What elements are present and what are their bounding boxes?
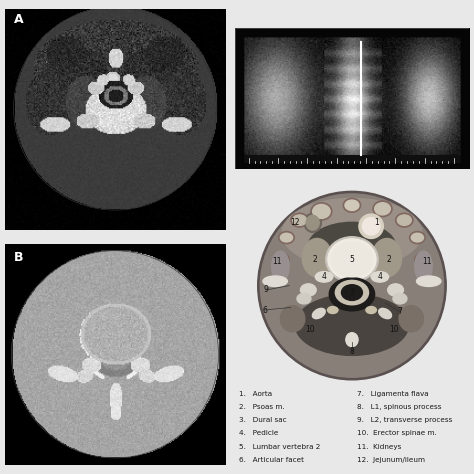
Text: 1: 1 xyxy=(374,218,379,227)
Ellipse shape xyxy=(343,198,361,212)
Text: 11.  Kidneys: 11. Kidneys xyxy=(356,444,401,449)
Text: 2: 2 xyxy=(386,255,391,264)
Text: B: B xyxy=(14,251,23,264)
Ellipse shape xyxy=(417,276,441,286)
Ellipse shape xyxy=(341,285,363,301)
Ellipse shape xyxy=(379,309,392,319)
Text: 4.   Pedicle: 4. Pedicle xyxy=(239,430,279,437)
Ellipse shape xyxy=(397,215,411,225)
Text: 6.   Articular facet: 6. Articular facet xyxy=(239,457,304,463)
Ellipse shape xyxy=(308,222,396,270)
Ellipse shape xyxy=(388,284,403,296)
Ellipse shape xyxy=(292,215,307,225)
Ellipse shape xyxy=(275,253,289,265)
Text: 11: 11 xyxy=(272,256,282,265)
Ellipse shape xyxy=(304,213,321,232)
Ellipse shape xyxy=(373,201,392,217)
Ellipse shape xyxy=(417,255,427,264)
Ellipse shape xyxy=(301,284,316,296)
Text: 11: 11 xyxy=(422,256,432,265)
Text: 8: 8 xyxy=(349,347,355,356)
Ellipse shape xyxy=(345,200,359,210)
Text: 1.   Aorta: 1. Aorta xyxy=(239,391,273,397)
Text: 3.   Dural sac: 3. Dural sac xyxy=(239,417,287,423)
Ellipse shape xyxy=(263,276,287,286)
Text: 12: 12 xyxy=(291,218,300,227)
Text: 2: 2 xyxy=(313,255,318,264)
Ellipse shape xyxy=(281,233,292,242)
Ellipse shape xyxy=(329,278,374,311)
Ellipse shape xyxy=(312,309,325,319)
Ellipse shape xyxy=(297,293,311,304)
Ellipse shape xyxy=(366,307,376,313)
Ellipse shape xyxy=(415,253,428,265)
Text: 8.   L1, spinous process: 8. L1, spinous process xyxy=(356,404,441,410)
Ellipse shape xyxy=(315,272,333,282)
Text: 4: 4 xyxy=(377,273,383,282)
Ellipse shape xyxy=(295,294,409,356)
Ellipse shape xyxy=(336,280,368,305)
Ellipse shape xyxy=(279,231,294,244)
Ellipse shape xyxy=(311,203,332,220)
Ellipse shape xyxy=(374,203,390,215)
Ellipse shape xyxy=(346,333,358,346)
Text: 5.   Lumbar vertebra 2: 5. Lumbar vertebra 2 xyxy=(239,444,321,449)
Text: 4: 4 xyxy=(321,273,327,282)
Ellipse shape xyxy=(282,198,422,268)
Text: 5: 5 xyxy=(349,255,355,264)
Ellipse shape xyxy=(371,272,389,282)
Ellipse shape xyxy=(393,293,407,304)
Text: 2.   Psoas m.: 2. Psoas m. xyxy=(239,404,285,410)
Ellipse shape xyxy=(277,255,287,264)
Ellipse shape xyxy=(331,242,373,277)
Text: 10: 10 xyxy=(389,325,399,334)
Text: 6: 6 xyxy=(262,306,267,315)
Ellipse shape xyxy=(306,215,319,230)
Text: A: A xyxy=(14,13,23,26)
Circle shape xyxy=(258,191,446,380)
Circle shape xyxy=(260,194,444,377)
Text: 10.  Erector spinae m.: 10. Erector spinae m. xyxy=(356,430,437,437)
Ellipse shape xyxy=(281,306,305,332)
Ellipse shape xyxy=(291,213,308,227)
Ellipse shape xyxy=(272,251,289,282)
Ellipse shape xyxy=(302,238,332,277)
Circle shape xyxy=(359,214,383,238)
Text: 12.  Jejunum/ileum: 12. Jejunum/ileum xyxy=(356,457,425,463)
Ellipse shape xyxy=(396,213,413,227)
Ellipse shape xyxy=(328,307,338,313)
Text: 7: 7 xyxy=(398,307,402,316)
Text: 7.   Ligamenta flava: 7. Ligamenta flava xyxy=(356,391,428,397)
Ellipse shape xyxy=(415,251,432,282)
Ellipse shape xyxy=(411,233,423,242)
Ellipse shape xyxy=(410,231,425,244)
Ellipse shape xyxy=(372,238,401,277)
Ellipse shape xyxy=(313,204,330,219)
Text: 9: 9 xyxy=(264,285,269,294)
Ellipse shape xyxy=(328,239,376,280)
Text: 3: 3 xyxy=(349,288,355,297)
Text: 10: 10 xyxy=(305,325,315,334)
Ellipse shape xyxy=(326,237,378,282)
Circle shape xyxy=(363,218,380,235)
Text: 9.   L2, transverse process: 9. L2, transverse process xyxy=(356,417,452,423)
Ellipse shape xyxy=(399,306,423,332)
